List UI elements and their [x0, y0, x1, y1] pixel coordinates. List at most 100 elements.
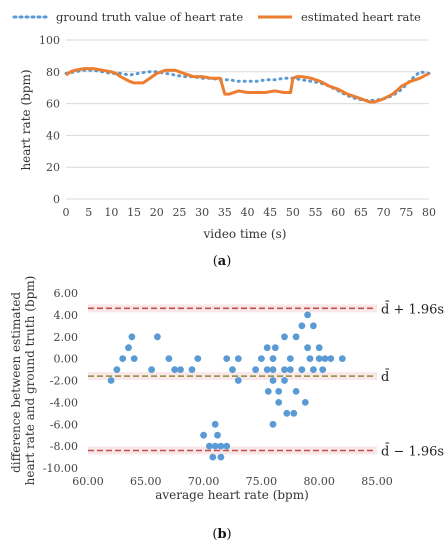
y-ticks-a: 0 20 40 60 80 100 [39, 34, 60, 206]
data-point-26 [252, 366, 259, 373]
data-point-29 [263, 366, 271, 373]
data-point-53 [310, 366, 317, 373]
x-tick-a-4: 20 [150, 206, 164, 219]
x-tick-a-14: 70 [377, 206, 391, 219]
x-tick-b-1: 65.00 [130, 475, 162, 488]
x-ticks-b: 60.00 65.00 70.00 75.00 80.00 85.00 [72, 475, 393, 488]
series-line-ground-truth [64, 68, 431, 102]
data-point-40 [281, 333, 288, 341]
data-point-36 [275, 399, 283, 406]
y-tick-b-0: 6.00 [54, 287, 79, 300]
x-tick-a-7: 35 [218, 206, 232, 219]
y-tick-b-1: 4.00 [54, 309, 79, 322]
x-axis-label-a: video time (s) [203, 227, 287, 241]
y-axis-label-b-line2: heart rate and ground truth (bpm) [23, 276, 37, 486]
x-tick-a-15: 75 [399, 206, 413, 219]
panel-label-a: (a) [213, 254, 232, 269]
data-point-32 [269, 366, 277, 373]
y-tick-b-2: 2.00 [54, 331, 79, 344]
data-point-13 [200, 431, 208, 439]
panel-label-b: (b) [212, 527, 231, 542]
data-point-47 [298, 366, 306, 373]
reference-label-mean-0: d̄ [381, 300, 389, 317]
data-point-49 [304, 311, 311, 319]
x-tick-a-3: 15 [127, 206, 141, 219]
x-tick-a-13: 65 [354, 206, 368, 219]
data-point-35 [271, 344, 279, 352]
data-point-2 [119, 355, 127, 362]
x-ticks-a: 0 5 10 15 20 25 30 35 40 45 50 55 60 65 70 75 80 [63, 206, 437, 219]
reference-label-mean-1: d̄ [381, 368, 389, 385]
panel-label-a-letter: a [218, 254, 227, 269]
data-point-9 [171, 366, 179, 373]
x-tick-a-9: 45 [263, 206, 277, 219]
reference-label-0: d̄ + 1.96s [381, 300, 444, 317]
y-tick-b-8: -10.00 [43, 462, 78, 475]
chart-b: 6.00 4.00 2.00 0.00 -2.00 -4.00 -6.00 -8.00 -10.… [9, 276, 444, 542]
x-tick-b-3: 75.00 [246, 475, 278, 488]
data-point-43 [286, 355, 294, 362]
data-point-8 [165, 355, 173, 362]
data-point-59 [319, 366, 327, 373]
data-point-1 [113, 366, 121, 373]
data-point-50 [304, 344, 311, 352]
data-point-7 [148, 366, 156, 373]
data-point-23 [229, 366, 236, 373]
y-tick-a-4: 80 [46, 66, 60, 79]
reference-label-2: d̄ − 1.96s [381, 443, 444, 460]
y-tick-a-0: 0 [53, 193, 60, 206]
grid-a [66, 39, 429, 200]
x-tick-b-2: 70.00 [188, 475, 220, 488]
y-tick-b-5: -4.00 [50, 396, 78, 409]
data-point-16 [211, 420, 219, 428]
legend-label-ground-truth: ground truth value of heart rate [56, 10, 243, 24]
y-tick-b-3: 0.00 [54, 353, 79, 366]
y-tick-b-4: -2.00 [50, 375, 78, 388]
data-point-51 [306, 355, 314, 362]
x-axis-label-b: average heart rate (bpm) [155, 488, 309, 502]
x-tick-a-11: 55 [309, 206, 323, 219]
data-point-37 [275, 388, 283, 395]
data-point-3 [125, 344, 132, 352]
x-tick-a-5: 25 [172, 206, 186, 219]
data-point-19 [217, 453, 225, 461]
y-tick-b-6: -6.00 [50, 418, 78, 431]
data-point-6 [154, 333, 161, 341]
data-point-10 [177, 366, 184, 373]
y-tick-a-5: 100 [39, 34, 60, 47]
x-tick-a-8: 40 [241, 206, 255, 219]
panel-label-b-letter: b [217, 527, 226, 542]
data-point-57 [327, 355, 335, 362]
x-tick-a-12: 60 [331, 206, 345, 219]
data-point-28 [263, 344, 271, 352]
x-tick-b-0: 60.00 [72, 475, 104, 488]
x-tick-a-16: 80 [422, 206, 436, 219]
x-tick-b-4: 80.00 [303, 475, 335, 488]
data-point-58 [338, 355, 346, 362]
series-line-estimated [65, 67, 430, 104]
data-point-25 [234, 355, 242, 362]
data-point-56 [321, 355, 329, 362]
data-point-21 [223, 355, 231, 362]
data-point-60 [301, 399, 309, 406]
data-point-52 [310, 322, 317, 330]
data-point-18 [214, 431, 221, 439]
data-point-30 [264, 388, 272, 395]
y-ticks-b: 6.00 4.00 2.00 0.00 -2.00 -4.00 -6.00 -8.00 -10.… [43, 287, 78, 475]
data-point-45 [292, 333, 300, 341]
x-tick-b-5: 85.00 [361, 475, 393, 488]
series-a [64, 67, 431, 104]
x-tick-a-1: 5 [85, 206, 92, 219]
data-point-24 [234, 377, 242, 384]
data-point-5 [130, 355, 138, 362]
points-b [107, 311, 346, 461]
data-point-0 [107, 377, 115, 384]
data-point-48 [298, 322, 306, 330]
data-point-39 [281, 377, 288, 384]
data-point-41 [283, 409, 291, 417]
y-tick-a-2: 40 [46, 129, 60, 142]
data-point-33 [269, 377, 277, 384]
